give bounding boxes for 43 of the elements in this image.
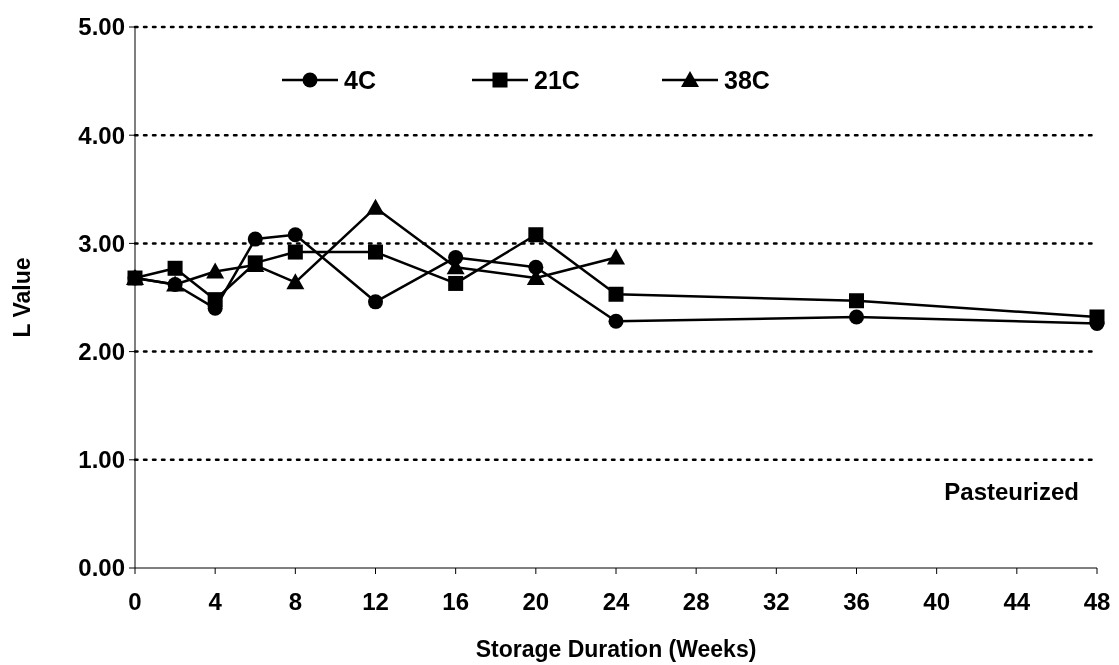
point (849, 293, 864, 309)
x-tick-label: 48 (1083, 588, 1111, 615)
x-tick-label: 40 (923, 588, 951, 615)
point (608, 286, 624, 302)
point (287, 227, 303, 243)
x-tick-label: 44 (1003, 588, 1031, 615)
x-tick-label: 20 (522, 588, 550, 615)
legend-label: 38C (724, 65, 770, 94)
point (368, 294, 383, 310)
x-tick-label: 24 (602, 588, 630, 615)
point (167, 260, 183, 276)
x-tick-label: 0 (128, 588, 142, 615)
point (849, 309, 864, 325)
point (607, 248, 625, 265)
legend-label: 21C (534, 65, 580, 94)
x-tick-label: 32 (762, 588, 790, 615)
y-tick-label: 1.00 (78, 446, 125, 474)
y-tick-label: 0.00 (78, 554, 125, 582)
y-tick-label: 2.00 (78, 338, 125, 365)
x-tick-label: 28 (682, 588, 710, 615)
point (287, 244, 303, 260)
point (286, 273, 305, 290)
x-tick-label: 36 (843, 588, 870, 615)
y-tick-label: 4.00 (78, 121, 125, 149)
x-tick-label: 8 (288, 588, 303, 615)
annotation: Pasteurized (944, 478, 1079, 505)
point (608, 313, 624, 329)
x-tick-label: 4 (208, 588, 223, 615)
point (1089, 309, 1105, 325)
point (247, 231, 263, 247)
point (368, 244, 383, 260)
point (366, 198, 385, 215)
point (207, 292, 223, 308)
x-axis-title: Storage Duration (Weeks) (475, 636, 757, 662)
legend-label: 4C (344, 65, 376, 94)
point (206, 262, 225, 279)
point (528, 227, 544, 243)
y-tick-label: 5.00 (78, 13, 125, 41)
point (448, 275, 464, 291)
y-axis-title: L Value (9, 257, 35, 338)
x-tick-label: 16 (442, 588, 470, 615)
x-tick-label: 12 (362, 588, 389, 615)
y-tick-label: 3.00 (78, 229, 125, 257)
